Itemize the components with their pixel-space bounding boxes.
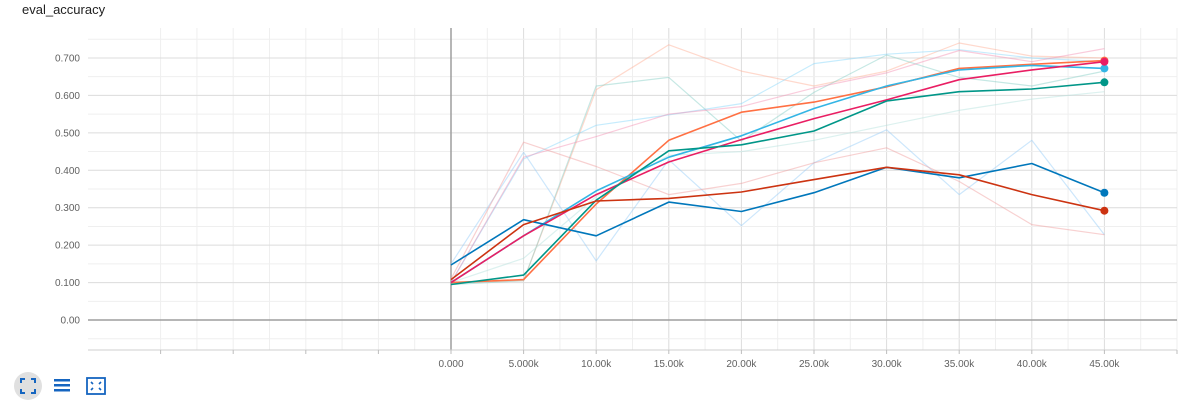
chart-series: [450, 42, 1105, 286]
y-tick-label: 0.500: [55, 128, 80, 139]
series-line-6: [450, 166, 1105, 281]
series-line-11: [450, 129, 1105, 265]
series-line-7: [450, 42, 1105, 284]
series-line-1: [450, 59, 1105, 284]
series-line-9: [450, 49, 1105, 283]
y-tick-label: 0.400: [55, 166, 80, 177]
series-line-12: [450, 141, 1105, 280]
chart-axes: [88, 28, 1178, 354]
y-tick-label: 0.00: [61, 316, 81, 327]
y-tick-label: 0.100: [55, 278, 80, 289]
fit-domain-button[interactable]: [82, 372, 110, 400]
x-tick-label: 10.00k: [581, 359, 612, 370]
series-line-4: [450, 81, 1105, 286]
expand-icon: [20, 378, 36, 394]
x-tick-label: 30.00k: [872, 359, 903, 370]
series-end-marker-6: [1100, 206, 1109, 215]
x-tick-label: 20.00k: [726, 359, 757, 370]
x-tick-label: 35.00k: [944, 359, 975, 370]
chart-plot[interactable]: 0.00 0.100 0.200 0.300 0.400 0.500 0.600 0.700 0…: [0, 0, 1195, 370]
series-line-3: [450, 60, 1105, 284]
expand-button[interactable]: [14, 372, 42, 400]
series-line-5: [450, 162, 1105, 266]
chart-end-markers: [1100, 56, 1109, 215]
series-end-marker-5: [1100, 188, 1109, 197]
y-tick-label: 0.700: [55, 53, 80, 64]
x-tick-label: 25.00k: [799, 359, 830, 370]
x-tick-label: 5.000k: [509, 359, 540, 370]
chart-title: eval_accuracy: [22, 2, 106, 17]
series-end-marker-4: [1100, 78, 1109, 87]
x-tick-label: 45.00k: [1089, 359, 1120, 370]
x-tick-label: 0.000: [438, 359, 463, 370]
y-tick-label: 0.200: [55, 241, 80, 252]
data-table-button[interactable]: [48, 372, 76, 400]
series-line-8: [450, 54, 1105, 286]
x-tick-label: 15.00k: [654, 359, 685, 370]
data-table-icon: [54, 379, 70, 392]
series-end-marker-2: [1100, 64, 1109, 73]
fit-domain-icon: [86, 377, 106, 395]
series-end-marker-3: [1100, 57, 1109, 66]
x-tick-label: 40.00k: [1017, 359, 1048, 370]
series-line-10: [450, 48, 1105, 283]
chart-tick-labels: 0.00 0.100 0.200 0.300 0.400 0.500 0.600 0.700 0…: [55, 53, 1120, 370]
y-tick-label: 0.600: [55, 91, 80, 102]
chart-toolbar: [14, 372, 110, 400]
chart-grid: [88, 28, 1178, 350]
y-tick-label: 0.300: [55, 203, 80, 214]
